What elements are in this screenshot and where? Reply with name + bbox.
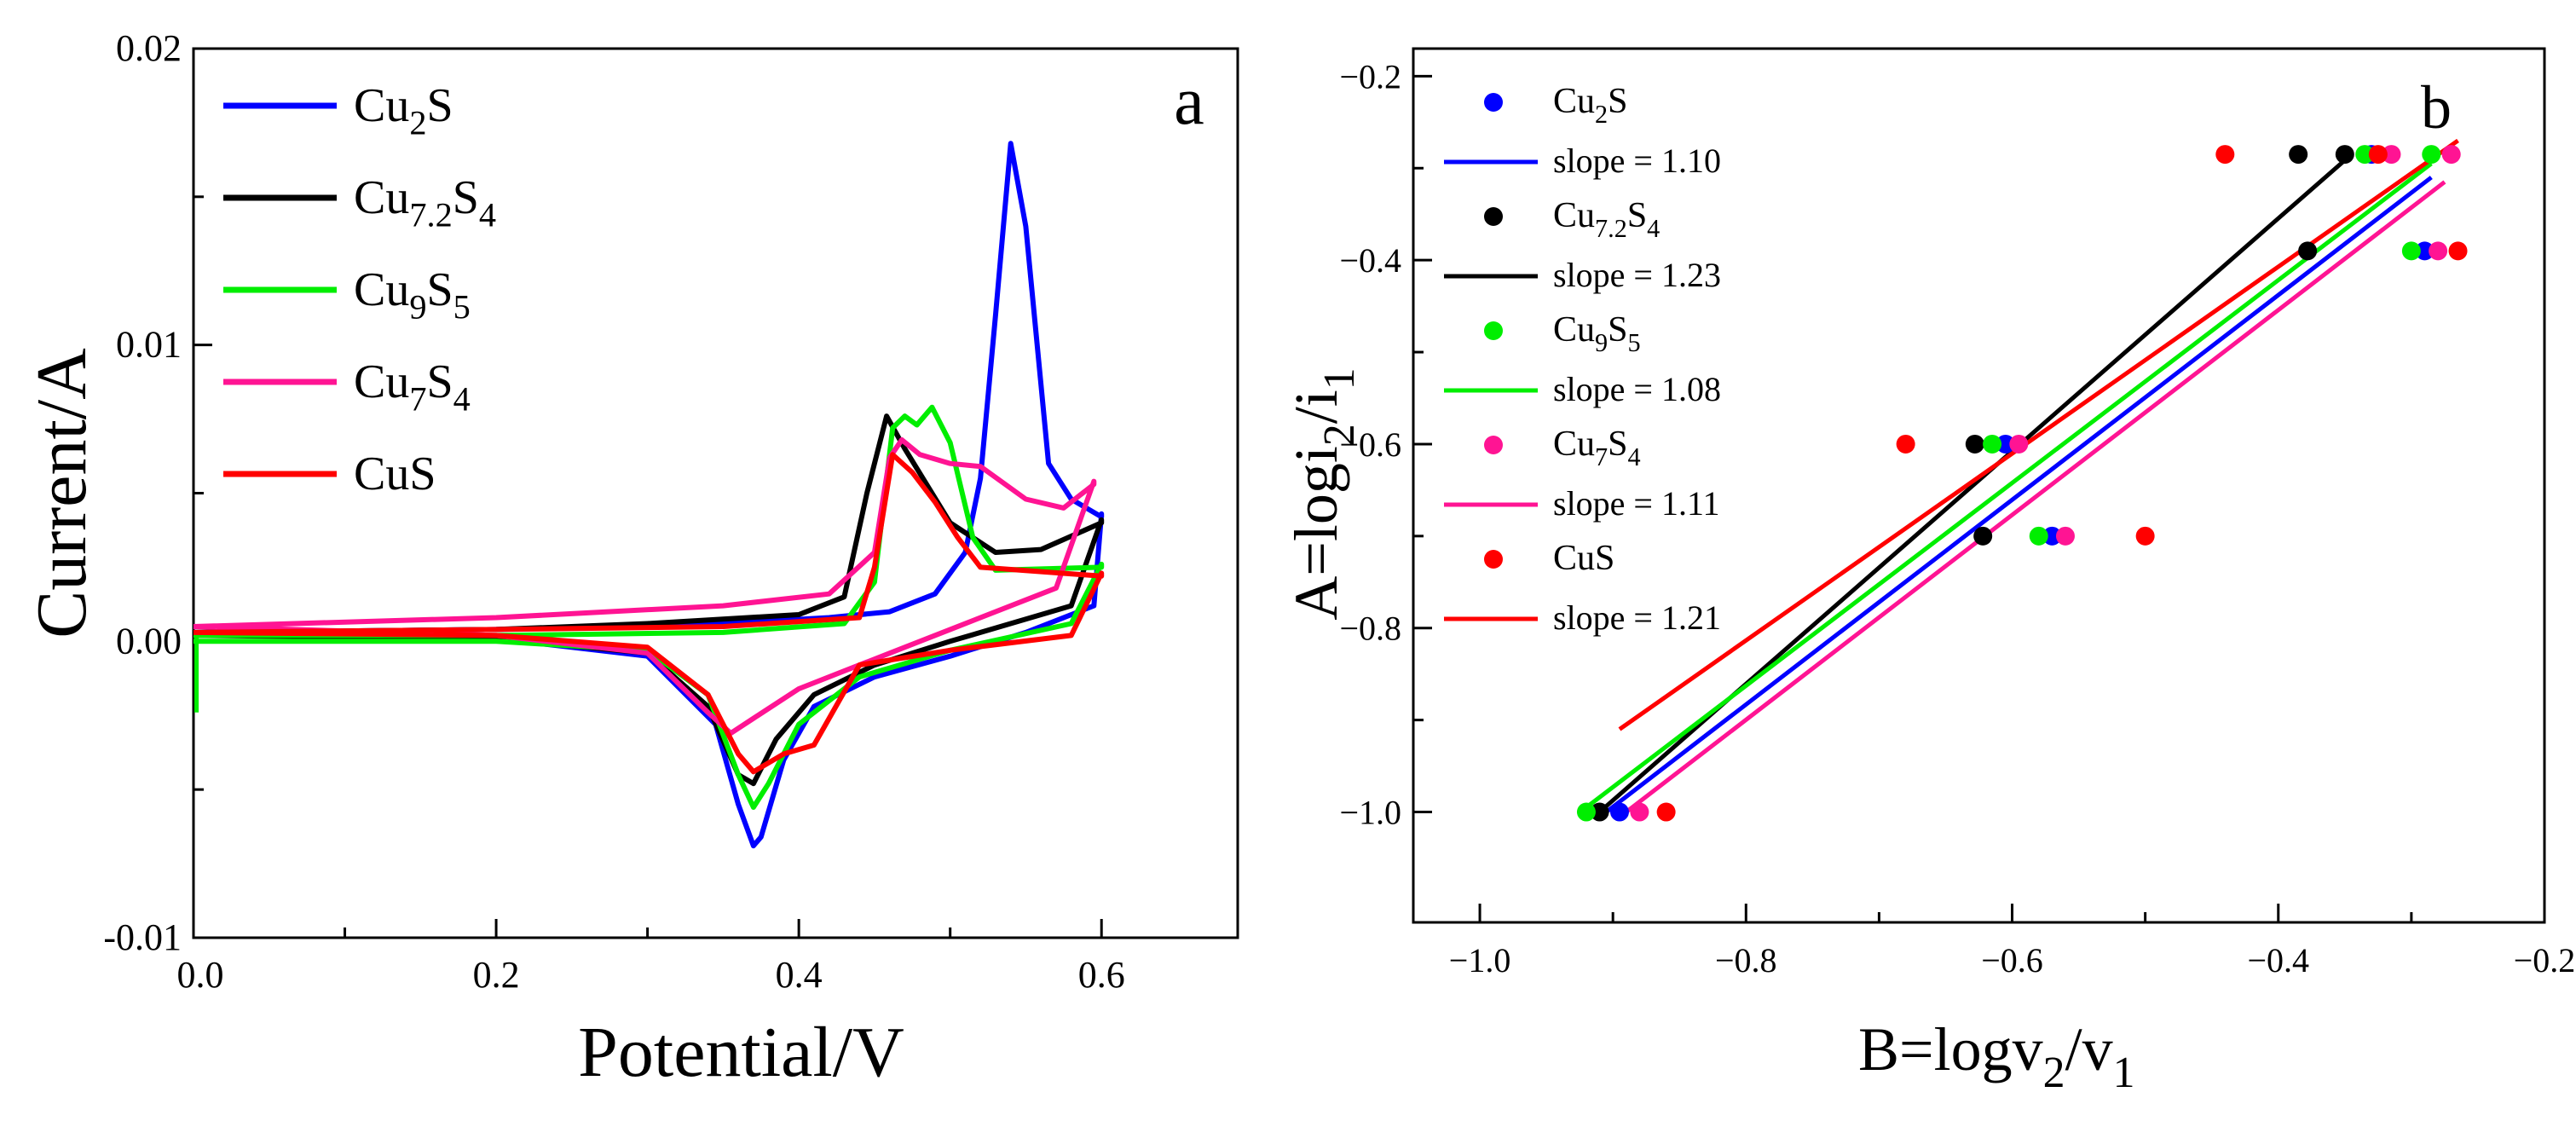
data-point-Cu7S4 [2009,434,2029,454]
data-point-Cu9S5 [2422,145,2441,165]
legend-marker-Cu2S [1484,93,1503,112]
fit-line-Cu2S [1604,176,2433,814]
data-point-CuS [1896,434,1915,454]
panel-a-cyclic-voltammetry: 0.0 0.2 0.4 0.6 -0.01 0.00 0.01 0.02 Potential/V… [22,27,1239,1092]
x-axis-label-b: B=logv2/v1 [1858,1015,2135,1097]
legend-label-Cu2S: Cu2S [1553,82,1628,129]
panel-label-b: b [2421,73,2452,142]
legend-label-Cu9S5: Cu9S5 [1553,310,1641,357]
data-point-CuS [2135,526,2155,546]
legend-label-Cu2S: Cu2S [354,79,453,142]
data-point-Cu72S4 [1973,526,1993,546]
legend-label-Cu9S5: Cu9S5 [354,263,471,326]
data-point-Cu2S [2415,241,2434,261]
y-tick-label-b: −0.6 [1339,425,1401,464]
legend-label-Cu7S4: Cu7S4 [1553,425,1641,471]
legend-marker-Cu9S5 [1484,321,1503,340]
x-tick-label-b: −0.2 [2514,941,2576,979]
y-tick-label-a: 0.02 [116,27,182,69]
x-axis-label-a: Potential/V [578,1013,904,1092]
x-tick-label-b: −1.0 [1449,941,1511,979]
data-point-Cu2S [2042,526,2062,546]
y-tick-label-a: 0.00 [116,620,182,662]
y-tick-label-a: 0.01 [116,324,182,366]
data-point-Cu72S4 [1965,434,1984,454]
data-point-Cu72S4 [2298,241,2318,261]
data-point-CuS [2368,145,2388,165]
legend-label-Cu72S4: Cu7.2S4 [354,171,496,234]
data-point-Cu9S5 [2355,145,2375,165]
legend-label-Cu7S4: Cu7S4 [354,355,471,419]
data-point-Cu7S4 [2055,526,2075,546]
data-point-Cu72S4 [1590,802,1609,822]
legend-slope-CuS: slope = 1.21 [1553,598,1721,637]
y-axis-label-b: A=logi2/i1 [1282,367,1364,620]
legend-marker-Cu72S4 [1484,207,1503,226]
legend-slope-Cu2S: slope = 1.10 [1553,142,1721,180]
data-point-Cu2S [1609,802,1629,822]
y-tick-label-b: −0.8 [1339,610,1401,648]
fit-line-Cu7S4 [1625,180,2446,814]
y-tick-label-b: −1.0 [1339,794,1401,832]
data-point-CuS [1656,802,1676,822]
data-point-Cu9S5 [1576,802,1596,822]
cv-curve-CuS [193,452,1105,775]
x-tick-label-a: 0.2 [473,954,520,996]
data-point-Cu7S4 [1630,802,1649,822]
legend-label-Cu72S4: Cu7.2S4 [1553,196,1660,243]
data-point-Cu9S5 [2401,241,2421,261]
legend-slope-Cu72S4: slope = 1.23 [1553,256,1721,294]
legend-marker-Cu7S4 [1484,436,1503,454]
x-tick-label-b: −0.6 [1981,941,2043,979]
legend-marker-CuS [1484,550,1503,569]
x-tick-label-b: −0.8 [1715,941,1777,979]
data-point-Cu7S4 [2441,145,2461,165]
data-point-Cu7S4 [2429,241,2448,261]
fit-line-Cu9S5 [1585,161,2433,810]
panel-b-log-plot: −1.0 −0.8 −0.6 −0.4 −0.2 −1.0 −0.8 −0.6 −0.4 −0.2… [1282,47,2576,1097]
cv-curve-Cu2S [193,141,1105,849]
x-tick-label-a: 0.0 [177,954,224,996]
data-point-Cu9S5 [2029,526,2048,546]
legend-label-CuS: CuS [354,448,436,500]
data-point-Cu9S5 [1983,434,2002,454]
fit-line-CuS [1618,138,2459,731]
cv-curve-Cu9S5 [193,404,1105,810]
y-tick-label-b: −0.2 [1339,57,1401,95]
data-point-Cu7S4 [2382,145,2401,165]
data-point-Cu72S4 [2335,145,2354,165]
data-point-Cu2S [1996,434,2015,454]
y-axis-label-a: Current/A [22,348,101,639]
plot-frame-b [1412,47,2546,924]
data-point-CuS [2215,145,2235,165]
data-point-Cu72S4 [2289,145,2308,165]
data-point-CuS [2448,241,2468,261]
legend-slope-Cu7S4: slope = 1.11 [1553,484,1720,523]
legend-label-CuS: CuS [1553,539,1614,578]
y-tick-label-a: -0.01 [103,916,182,958]
x-tick-label-a: 0.4 [776,954,823,996]
legend-slope-Cu9S5: slope = 1.08 [1553,370,1721,408]
x-tick-label-a: 0.6 [1078,954,1125,996]
x-tick-label-b: −0.4 [2247,941,2309,979]
y-tick-label-b: −0.4 [1339,241,1401,280]
panel-label-a: a [1174,64,1204,139]
